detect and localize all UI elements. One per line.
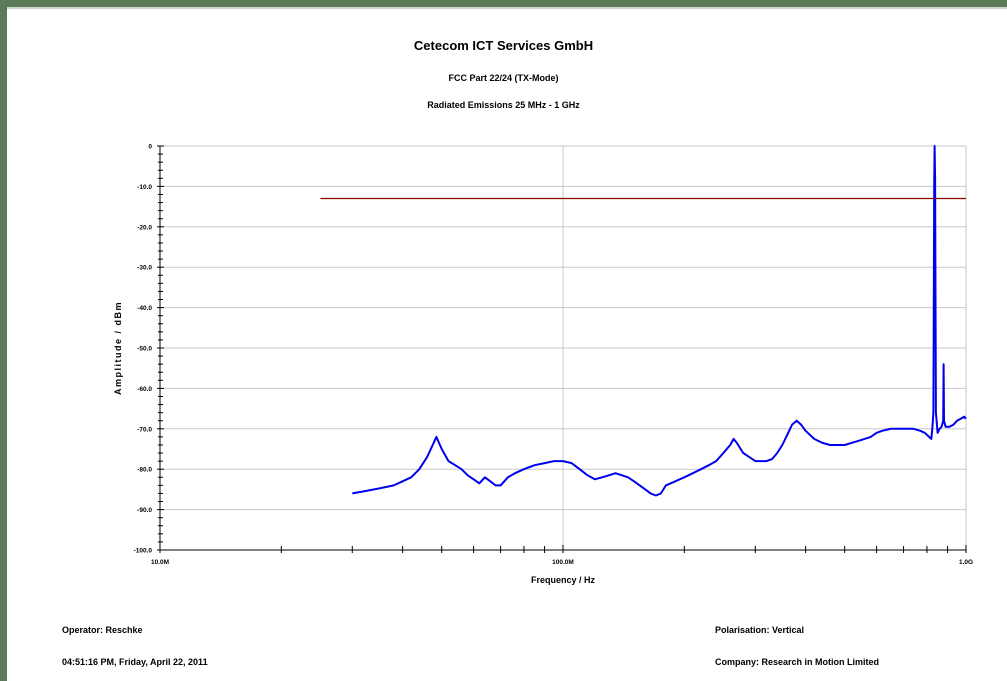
timestamp-label: 04:51:16 PM, Friday, April 22, 2011: [62, 657, 208, 667]
y-tick-label: -50.0: [137, 346, 152, 353]
window-frame-highlight: [7, 7, 1007, 9]
report-subtitle: FCC Part 22/24 (TX-Mode): [448, 73, 559, 83]
y-tick-label: -40.0: [137, 305, 152, 312]
x-tick-label: 10.0M: [151, 559, 169, 566]
y-tick-label: -30.0: [137, 265, 152, 272]
y-tick-label: -100.0: [134, 548, 153, 555]
y-tick-label: -90.0: [137, 507, 152, 514]
report-title: Cetecom ICT Services GmbH: [413, 38, 594, 53]
y-tick-label: -70.0: [137, 426, 152, 433]
x-tick-label: 100.0M: [552, 559, 574, 566]
report-subtitle-range: Radiated Emissions 25 MHz - 1 GHz: [427, 100, 580, 110]
window-frame-left: [0, 0, 7, 681]
window-frame-top: [0, 0, 1007, 7]
y-tick-label: -80.0: [137, 467, 152, 474]
x-axis-title: Frequency / Hz: [531, 575, 596, 585]
y-tick-label: -60.0: [137, 386, 152, 393]
y-axis-title: Amplitude / dBm: [113, 301, 123, 395]
operator-label: Operator: Reschke: [62, 625, 143, 635]
x-tick-label: 1.0G: [959, 559, 973, 566]
polarisation-label: Polarisation: Vertical: [715, 625, 805, 635]
y-tick-label: 0: [148, 144, 152, 151]
y-tick-label: -20.0: [137, 224, 152, 231]
company-label: Company: Research in Motion Limited: [715, 657, 880, 667]
y-tick-label: -10.0: [137, 184, 152, 191]
emission-trace: [352, 145, 967, 497]
